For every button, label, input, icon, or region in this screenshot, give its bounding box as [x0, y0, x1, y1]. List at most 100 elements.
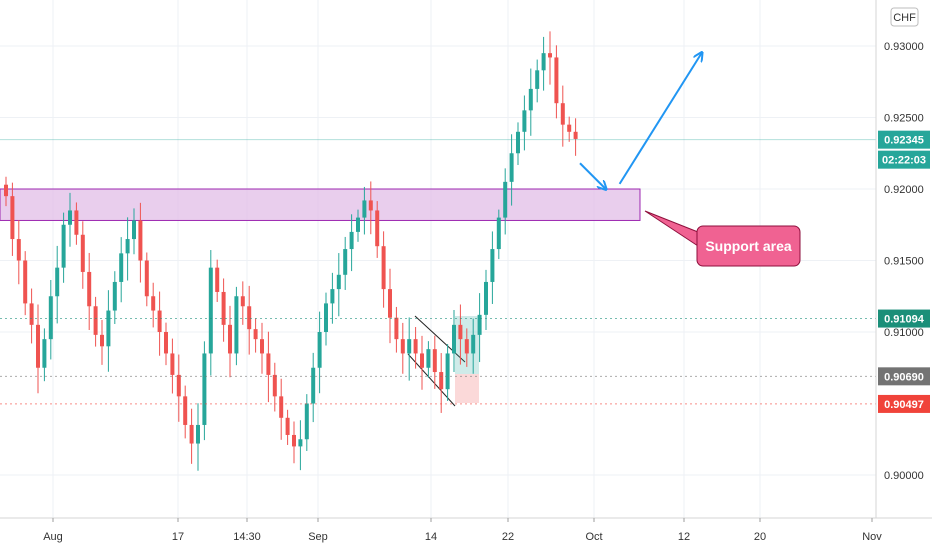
- candle-body: [10, 196, 15, 240]
- candle-body: [439, 372, 444, 390]
- candle-body: [61, 224, 66, 268]
- price-axis[interactable]: 0.93000 0.92500 0.92000 0.91500 0.91000 0.900…: [884, 41, 924, 482]
- candle-body: [535, 70, 540, 89]
- time-tick-label: 14:30: [233, 531, 261, 543]
- callout-pointer: [644, 210, 699, 247]
- candle-body: [516, 131, 520, 154]
- badge-text: 0.90497: [884, 399, 924, 411]
- candle-body: [420, 353, 424, 368]
- candle-body: [560, 103, 565, 125]
- badge-text: 0.92345: [884, 135, 924, 147]
- candle-body: [112, 281, 117, 311]
- price-badges: 0.92345 02:22:03 0.91094 0.90690 0.90497: [878, 130, 930, 413]
- green-level-badge: 0.91094: [878, 309, 930, 328]
- candle-body: [138, 220, 143, 261]
- candle-body: [336, 274, 341, 290]
- gridlines: [0, 0, 876, 518]
- candle-body: [157, 310, 162, 332]
- time-tick-label: Sep: [308, 531, 328, 543]
- candle-body: [541, 53, 546, 71]
- candle-body: [528, 88, 533, 111]
- candle-body: [196, 424, 200, 444]
- price-tick-label: 0.93000: [884, 41, 924, 53]
- countdown-badge: 02:22:03: [878, 150, 930, 169]
- candle-body: [324, 303, 328, 332]
- candle-body: [247, 306, 252, 330]
- price-tick-label: 0.92000: [884, 184, 924, 196]
- candle-body: [68, 210, 72, 225]
- candle-body: [368, 200, 373, 211]
- candle-body: [349, 231, 354, 250]
- candle-body: [490, 249, 495, 282]
- candle-body: [554, 57, 559, 104]
- svg-text:CHF: CHF: [893, 12, 916, 24]
- candle-body: [208, 267, 213, 354]
- candle-body: [16, 239, 21, 261]
- candle-body: [221, 291, 226, 325]
- candle-body: [279, 396, 284, 418]
- badge-text: 0.91094: [884, 314, 925, 326]
- candle-body: [119, 253, 124, 282]
- candle-body: [23, 260, 28, 304]
- candle-body: [432, 349, 437, 373]
- candle-body: [343, 249, 348, 275]
- candle-body: [317, 332, 322, 368]
- candle-body: [234, 296, 239, 354]
- candle-body: [93, 306, 98, 335]
- candle-body: [375, 210, 380, 247]
- candle-body: [125, 239, 130, 254]
- projection-arrows[interactable]: [579, 53, 702, 189]
- price-level-lines: [0, 139, 876, 405]
- candle-body: [471, 334, 476, 354]
- time-tick-label: 12: [678, 531, 690, 543]
- callout-box: [696, 225, 801, 267]
- candle-body: [285, 417, 290, 435]
- price-tick-label: 0.91000: [884, 327, 924, 339]
- annotation-text: Support area: [705, 238, 792, 254]
- badge-bg: [878, 150, 930, 169]
- candle-body: [189, 424, 194, 444]
- badge-text: 02:22:03: [882, 155, 926, 167]
- candle-body: [164, 332, 168, 354]
- candle-body: [381, 246, 386, 290]
- candle-body: [522, 110, 527, 132]
- currency-label[interactable]: CHF: [890, 7, 919, 27]
- candle-body: [240, 296, 245, 307]
- candle-body: [496, 217, 501, 250]
- price-tick-label: 0.92500: [884, 113, 924, 125]
- candle-body: [170, 353, 175, 375]
- candle-body: [29, 303, 34, 325]
- candle-body: [253, 329, 258, 340]
- price-tick-label: 0.90000: [884, 470, 924, 482]
- candle-body: [215, 267, 220, 292]
- gray-level-badge: 0.90690: [878, 367, 930, 386]
- time-tick-label: 22: [502, 531, 514, 543]
- candle-body: [176, 374, 181, 397]
- badge-bg: [878, 367, 930, 386]
- candle-body: [445, 353, 450, 390]
- time-tick-label: Oct: [585, 531, 602, 543]
- down-arrow: [579, 162, 606, 189]
- candle-body: [202, 353, 207, 425]
- candle-body: [266, 353, 271, 375]
- last-price-badge: 0.92345: [878, 130, 930, 149]
- candle-body: [228, 324, 232, 354]
- candle-body: [548, 53, 552, 58]
- time-axis[interactable]: Aug 17 14:30 Sep 14 22 Oct 12 20 Nov: [43, 518, 882, 543]
- time-tick-label: 14: [425, 531, 437, 543]
- candle-body: [330, 289, 335, 304]
- candle-body: [477, 314, 482, 335]
- time-tick-label: Aug: [43, 531, 63, 543]
- support-zone[interactable]: [0, 188, 641, 221]
- candle-body: [42, 339, 47, 368]
- candle-body: [388, 289, 392, 318]
- badge-bg: [878, 130, 930, 149]
- time-tick-label: Nov: [862, 531, 882, 543]
- candle-body: [272, 374, 277, 397]
- support-annotation[interactable]: Support area: [644, 210, 801, 267]
- candle-body: [144, 260, 149, 297]
- candle-body: [311, 367, 316, 404]
- candle-body: [567, 124, 572, 132]
- candle-body: [87, 271, 92, 307]
